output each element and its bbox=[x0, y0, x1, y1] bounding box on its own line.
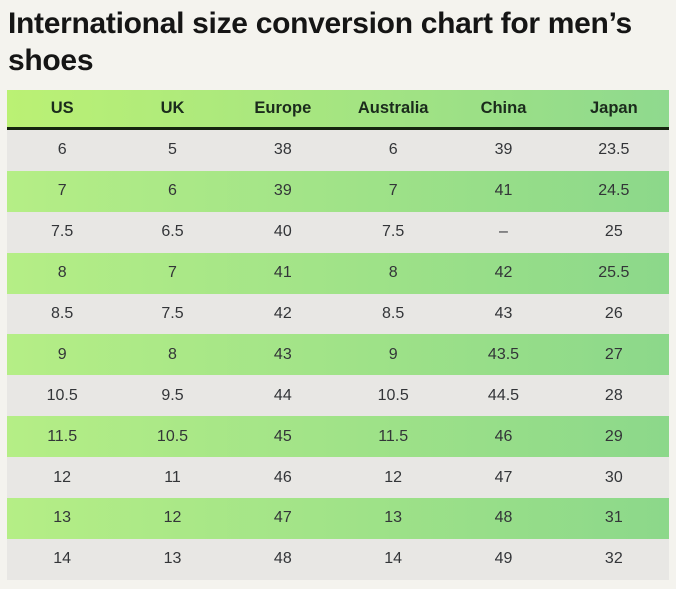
table-cell: 30 bbox=[604, 468, 623, 486]
table-cell: 13 bbox=[53, 509, 72, 527]
table-cell: 31 bbox=[604, 509, 623, 527]
table-cell: 11 bbox=[164, 468, 181, 486]
table-row: 7 6 39 7 41 24.5 bbox=[7, 170, 669, 212]
table-header-row: US UK Europe Australia China Japan bbox=[7, 90, 669, 130]
table-cell: 11.5 bbox=[47, 427, 78, 445]
table-row: 6 5 38 6 39 23.5 bbox=[7, 130, 669, 171]
table-cell: 43.5 bbox=[487, 345, 520, 363]
table-cell: 47 bbox=[494, 468, 513, 486]
table-cell: 46 bbox=[494, 427, 513, 445]
table-cell: 24.5 bbox=[598, 182, 630, 200]
table-cell: 48 bbox=[494, 509, 513, 527]
table-cell: 43 bbox=[273, 345, 292, 363]
table-cell: 46 bbox=[273, 468, 292, 486]
table-cell: 25.5 bbox=[598, 264, 630, 282]
table-cell: 44 bbox=[273, 386, 292, 404]
table-cell: 7 bbox=[57, 182, 67, 200]
size-chart-page: International size conversion chart for … bbox=[0, 6, 676, 580]
header-cell-europe: Europe bbox=[254, 99, 312, 117]
table-cell: 28 bbox=[604, 386, 623, 404]
table-cell: 39 bbox=[273, 182, 292, 200]
table-cell: 9 bbox=[388, 345, 398, 363]
table-row: 11.5 10.5 45 11.5 46 29 bbox=[7, 416, 669, 458]
table-cell: 32 bbox=[604, 550, 623, 568]
table-cell: 8 bbox=[388, 264, 398, 282]
page: { "page": { "title": "International size… bbox=[0, 6, 676, 589]
table-cell: 8 bbox=[168, 345, 177, 363]
table-cell: 8.5 bbox=[382, 305, 405, 322]
table-cell: 9 bbox=[57, 345, 67, 363]
header-cell-china: China bbox=[480, 99, 527, 117]
table-cell: 6 bbox=[57, 141, 67, 159]
table-cell: 8.5 bbox=[51, 305, 74, 322]
table-cell: 47 bbox=[273, 509, 292, 527]
page-title: International size conversion chart for … bbox=[8, 7, 632, 77]
table-cell: 11.5 bbox=[378, 427, 409, 445]
table-cell: 7 bbox=[168, 264, 177, 282]
table-cell: 12 bbox=[163, 509, 182, 527]
table-cell: 39 bbox=[494, 141, 513, 159]
table-cell: 48 bbox=[273, 550, 292, 568]
table-cell: 49 bbox=[494, 550, 513, 568]
table-cell: 6 bbox=[168, 182, 177, 200]
table-cell: 29 bbox=[604, 427, 623, 445]
table-cell: 6.5 bbox=[161, 223, 184, 241]
table-row: 10.5 9.5 44 10.5 44.5 28 bbox=[7, 375, 669, 417]
table-cell: 13 bbox=[163, 550, 182, 568]
header-cell-uk: UK bbox=[160, 99, 185, 117]
table-cell: 14 bbox=[53, 550, 72, 568]
table-cell: 44.5 bbox=[487, 386, 520, 404]
table-cell: 12 bbox=[53, 468, 72, 486]
header-cell-australia: Australia bbox=[357, 99, 429, 117]
table-cell: 6 bbox=[388, 141, 398, 159]
table-cell: – bbox=[499, 223, 508, 241]
table-row: 13 12 47 13 48 31 bbox=[7, 498, 669, 539]
table-row: 8 7 41 8 42 25.5 bbox=[7, 252, 669, 294]
table-cell: 5 bbox=[168, 141, 177, 159]
table-row: 14 13 48 14 49 32 bbox=[7, 538, 669, 580]
table-cell: 42 bbox=[494, 264, 513, 282]
table-cell: 23.5 bbox=[598, 141, 630, 159]
table-cell: 13 bbox=[384, 509, 403, 527]
table-cell: 7.5 bbox=[382, 223, 405, 241]
table-cell: 10.5 bbox=[156, 427, 189, 445]
table-row: 8.5 7.5 42 8.5 43 26 bbox=[7, 293, 669, 335]
table-cell: 9.5 bbox=[161, 386, 184, 404]
table-cell: 10.5 bbox=[46, 386, 78, 404]
table-row: 12 11 46 12 47 30 bbox=[7, 457, 669, 499]
size-conversion-table: US UK Europe Australia China Japan 6 5 38 6 39 23.… bbox=[7, 90, 669, 580]
table-cell: 45 bbox=[273, 427, 292, 445]
table-cell: 12 bbox=[384, 468, 403, 486]
table-cell: 7.5 bbox=[51, 223, 74, 241]
header-cell-japan: Japan bbox=[589, 99, 638, 117]
table-cell: 41 bbox=[494, 182, 513, 200]
table-cell: 14 bbox=[384, 550, 403, 568]
table-body: 6 5 38 6 39 23.5 7 6 39 7 41 24.5 7.5 6.5 40 7.5 – 25 8 7 41… bbox=[7, 130, 669, 580]
table-cell: 42 bbox=[273, 305, 292, 322]
table-cell: 40 bbox=[273, 223, 292, 241]
table-row: 9 8 43 9 43.5 27 bbox=[7, 334, 669, 376]
table-cell: 43 bbox=[494, 305, 513, 322]
table-cell: 38 bbox=[273, 141, 292, 159]
table-cell: 7 bbox=[388, 182, 398, 200]
table-cell: 27 bbox=[604, 345, 623, 363]
table-cell: 7.5 bbox=[161, 305, 184, 322]
table-cell: 8 bbox=[57, 264, 67, 282]
table-cell: 26 bbox=[604, 305, 623, 322]
table-cell: 41 bbox=[273, 264, 292, 282]
table-cell: 10.5 bbox=[377, 386, 409, 404]
table-cell: 25 bbox=[604, 223, 623, 241]
header-cell-us: US bbox=[50, 99, 74, 117]
table-row: 7.5 6.5 40 7.5 – 25 bbox=[7, 211, 669, 253]
